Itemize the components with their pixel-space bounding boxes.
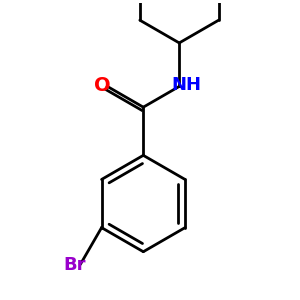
Text: O: O bbox=[94, 76, 110, 94]
Text: NH: NH bbox=[171, 76, 201, 94]
Text: Br: Br bbox=[63, 256, 86, 274]
